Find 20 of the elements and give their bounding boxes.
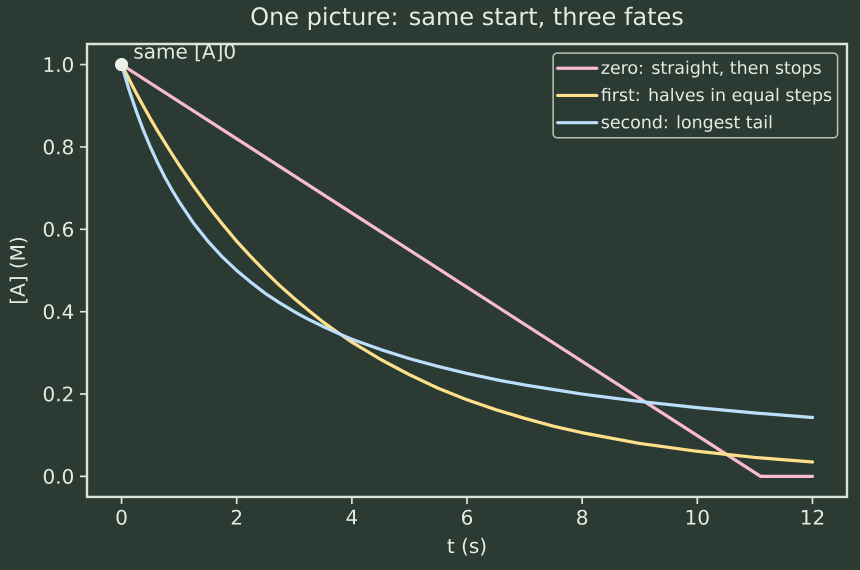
x-tick-label: 12	[802, 510, 824, 525]
legend-label: first: halves in equal steps	[601, 88, 832, 105]
x-tick-label: 8	[577, 510, 588, 525]
legend-label: zero: straight, then stops	[602, 60, 821, 78]
y-axis-title: [A] (M)	[10, 238, 28, 304]
x-tick-label: 0	[116, 510, 127, 525]
y-tick-label: 0.4	[44, 304, 74, 320]
x-axis-title: t (s)	[447, 538, 486, 556]
x-tick-label: 4	[346, 510, 358, 524]
chart-title: One picture: same start, three fates	[252, 6, 683, 30]
x-tick-label: 6	[462, 510, 472, 525]
y-tick-label: 0.6	[44, 222, 74, 237]
y-tick-label: 0.2	[44, 386, 72, 402]
y-tick-label: 0.8	[44, 139, 73, 155]
x-tick-label: 2	[232, 510, 242, 525]
x-tick-label: 10	[686, 510, 709, 525]
annotation: same [A]0	[134, 43, 235, 62]
y-tick-label: 0.0	[44, 468, 73, 484]
y-tick-label: 1.0	[44, 57, 73, 72]
legend-label: second: longest tail	[602, 115, 772, 132]
